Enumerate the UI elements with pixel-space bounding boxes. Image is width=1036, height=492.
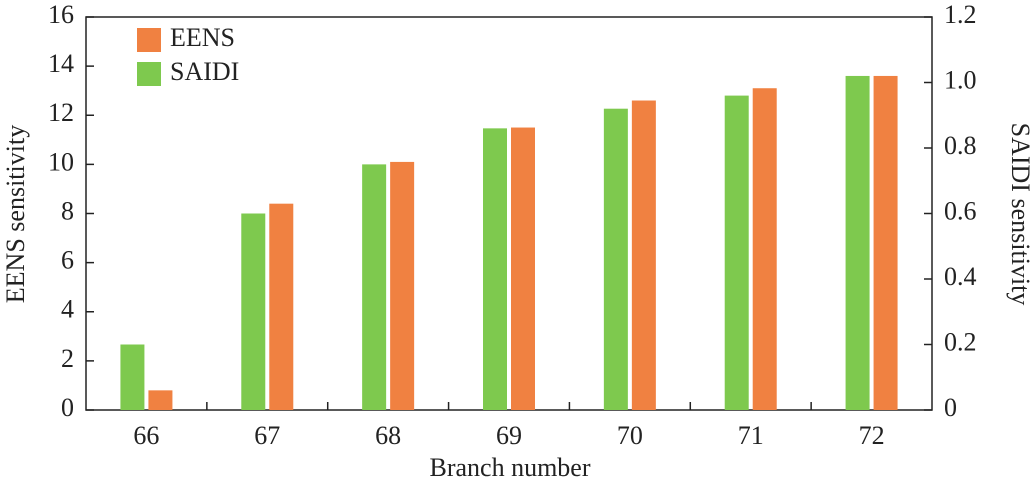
x-tick-label: 67	[254, 421, 280, 450]
x-tick-label: 66	[133, 421, 159, 450]
y-tick-label: 0	[61, 393, 74, 422]
x-tick-label: 68	[375, 421, 401, 450]
bar	[483, 128, 507, 410]
y2-axis-label: SAIDI sensitivity	[1006, 123, 1035, 306]
bar	[148, 390, 173, 410]
y-tick-label: 16	[48, 0, 74, 29]
bar	[631, 100, 656, 410]
bar	[390, 161, 415, 410]
y-tick-label: 10	[48, 147, 74, 176]
y-tick-label: 14	[48, 49, 74, 78]
y-tick-label: 2	[61, 344, 74, 373]
y2-tick-label: 1.0	[944, 65, 977, 94]
y2-tick-label: 0.4	[944, 262, 977, 291]
y2-tick-label: 0.8	[944, 131, 977, 160]
bar	[511, 127, 535, 410]
legend-swatch	[137, 28, 161, 52]
legend-label: SAIDI	[170, 57, 239, 86]
y2-tick-label: 0.2	[944, 327, 977, 356]
bar	[845, 75, 870, 410]
y-tick-label: 4	[61, 295, 74, 324]
x-tick-label: 69	[496, 421, 522, 450]
bar	[241, 213, 266, 410]
bar	[873, 75, 898, 410]
legend-swatch	[137, 62, 161, 86]
bar	[362, 164, 387, 410]
x-tick-label: 72	[859, 421, 885, 450]
bar	[724, 95, 749, 410]
y2-tick-label: 0	[944, 393, 957, 422]
bar	[120, 344, 145, 410]
x-tick-label: 71	[738, 421, 764, 450]
x-axis-label: Branch number	[429, 453, 590, 482]
y-tick-label: 6	[61, 246, 74, 275]
bar	[603, 108, 628, 410]
y2-tick-label: 0.6	[944, 196, 977, 225]
bar	[752, 88, 777, 410]
legend-label: EENS	[170, 23, 235, 52]
bar	[269, 203, 294, 410]
y2-tick-label: 1.2	[944, 0, 977, 29]
y-tick-label: 12	[48, 98, 74, 127]
y-tick-label: 8	[61, 196, 74, 225]
x-tick-label: 70	[617, 421, 643, 450]
y-axis-label: EENS sensitivity	[1, 125, 30, 303]
